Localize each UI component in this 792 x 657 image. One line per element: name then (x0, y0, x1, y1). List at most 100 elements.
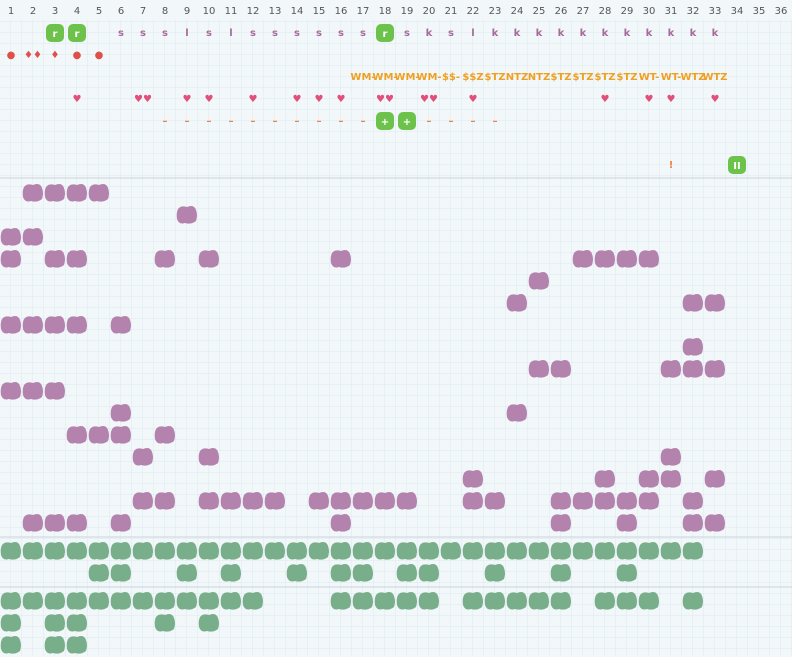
blob (110, 542, 131, 560)
blob (66, 184, 87, 202)
blob (88, 542, 109, 560)
column-number: 2 (30, 6, 36, 17)
blob (66, 592, 87, 610)
blob (110, 316, 131, 334)
blob (484, 492, 505, 510)
column-number: 13 (269, 6, 282, 17)
blob (66, 514, 87, 532)
cell-label: $TZ (550, 72, 571, 83)
blob (682, 514, 703, 532)
cell-label: ♥ (249, 94, 258, 105)
blob (682, 492, 703, 510)
blob (308, 492, 329, 510)
blob (22, 228, 43, 246)
cell-label: – (471, 116, 476, 127)
blob (44, 636, 65, 654)
blob (572, 492, 593, 510)
blob (418, 564, 439, 582)
column-number: 17 (357, 6, 370, 17)
blob (286, 564, 307, 582)
cell-label: NTZ (528, 72, 550, 83)
blob (308, 542, 329, 560)
blob (550, 592, 571, 610)
cell-label: ♥♥ (420, 94, 438, 105)
blob (330, 492, 351, 510)
blob (176, 592, 197, 610)
blob (44, 316, 65, 334)
column-number: 35 (753, 6, 766, 17)
cell-label: k (712, 28, 719, 39)
blob (330, 250, 351, 268)
blob (220, 564, 241, 582)
blob (176, 206, 197, 224)
cell-label: WM- (416, 72, 441, 83)
blob (484, 564, 505, 582)
cell-label: l (229, 28, 232, 39)
column-number: 7 (140, 6, 146, 17)
cell-label: k (492, 28, 499, 39)
blob (638, 470, 659, 488)
cell-label: $TZ (484, 72, 505, 83)
cell-label: WTZ (702, 72, 727, 83)
blob (572, 250, 593, 268)
cell-label: ♦ (51, 50, 60, 61)
blob (418, 592, 439, 610)
blob (396, 592, 417, 610)
blob (506, 294, 527, 312)
blob (506, 542, 527, 560)
cell-label: $$Z (462, 72, 483, 83)
column-number: 1 (8, 6, 14, 17)
blob (66, 316, 87, 334)
blob (550, 514, 571, 532)
blob (352, 542, 373, 560)
column-number: 25 (533, 6, 546, 17)
cell-label: – (449, 116, 454, 127)
blob (44, 250, 65, 268)
cell-label: – (427, 116, 432, 127)
cell-label: s (162, 28, 168, 39)
blob (550, 564, 571, 582)
blob (154, 542, 175, 560)
blob (0, 542, 22, 560)
cell-label: ! (669, 160, 674, 171)
blob (528, 542, 549, 560)
cell-label: $$- (442, 72, 460, 83)
blob (418, 542, 439, 560)
cell-label: s (448, 28, 454, 39)
blob (44, 184, 65, 202)
cell-label: WTZ (680, 72, 705, 83)
column-number: 33 (709, 6, 722, 17)
cell-label: WM- (372, 72, 397, 83)
column-number: 21 (445, 6, 458, 17)
blob (176, 564, 197, 582)
blob (0, 250, 22, 268)
column-number: 24 (511, 6, 524, 17)
column-number: 22 (467, 6, 480, 17)
blob (682, 294, 703, 312)
cell-label: $TZ (616, 72, 637, 83)
blob (198, 492, 219, 510)
cell-label: s (338, 28, 344, 39)
column-number: 18 (379, 6, 392, 17)
cell-label: ♥ (337, 94, 346, 105)
blob (330, 542, 351, 560)
blob (286, 542, 307, 560)
blob (22, 184, 43, 202)
cell-label: – (273, 116, 278, 127)
blob (242, 542, 263, 560)
blob (22, 316, 43, 334)
blob (330, 592, 351, 610)
header-bar (0, 0, 792, 20)
badge-label: r (53, 29, 58, 40)
column-number: 9 (184, 6, 190, 17)
blob (66, 614, 87, 632)
blob (638, 250, 659, 268)
blob (0, 614, 22, 632)
blob (594, 542, 615, 560)
blob (528, 360, 549, 378)
blob (638, 492, 659, 510)
badge-label: r (383, 29, 388, 40)
column-number: 19 (401, 6, 414, 17)
column-number: 26 (555, 6, 568, 17)
